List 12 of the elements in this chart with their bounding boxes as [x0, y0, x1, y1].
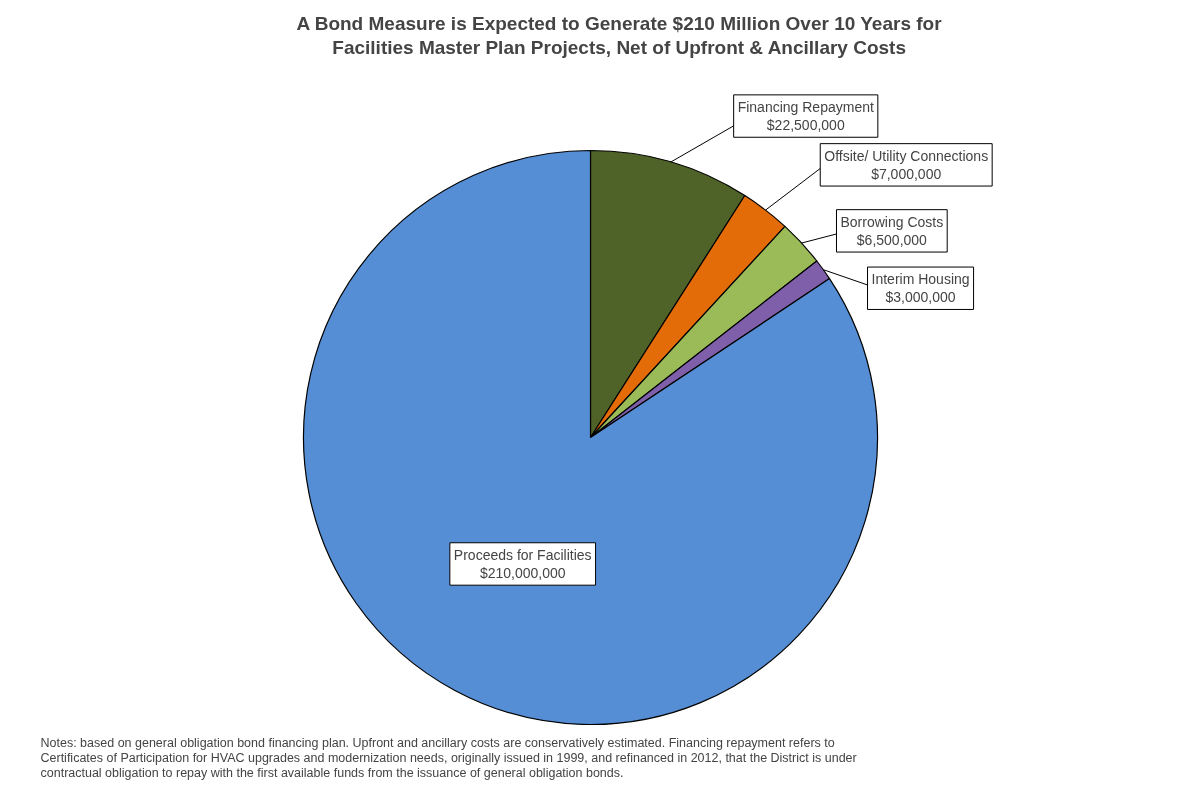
slice-label: Proceeds for Facilities: [453, 546, 592, 563]
data-label: $3,000,000: [885, 289, 956, 306]
slice-label: Borrowing Costs: [840, 213, 944, 230]
text: Notes: based on general obligation bond financing plan. Upfront and ancillary costs are conservatively estimated. Financing repayment refers to Certificates of Participation for HVAC upgrades and modernization needs, originally issued in 1999, and refinanced in 2012, that the District is under contractual obligation to repay with the first available funds from the issuance of general obligation bonds.: [40, 735, 857, 781]
data-label: $22,500,000: [766, 117, 845, 134]
chart-title: A Bond Measure is Expected to Generate $210 Million Over 10 Years for Facilities Master Plan Projects, Net of Upfront & Ancillary Costs: [296, 12, 943, 58]
slice-label: Offsite/ Utility Connections: [824, 147, 989, 164]
data-label: $7,000,000: [871, 166, 942, 183]
data-label: $6,500,000: [856, 232, 928, 249]
slice-label: Financing Repayment: [737, 98, 874, 115]
slice-label: Interim Housing: [871, 271, 970, 288]
data-label: $210,000,000: [479, 565, 566, 582]
